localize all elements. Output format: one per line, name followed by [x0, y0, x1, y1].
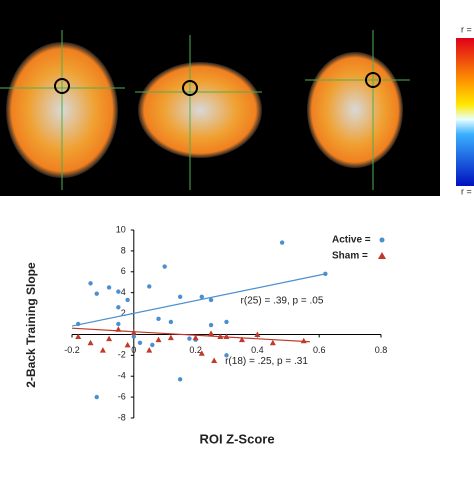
point	[254, 331, 261, 337]
point	[168, 319, 174, 325]
point	[269, 339, 276, 346]
x-tick-label: 0.6	[313, 345, 326, 355]
point	[199, 294, 204, 300]
legend-marker	[378, 252, 386, 259]
point	[208, 330, 215, 336]
point	[238, 336, 245, 343]
point	[116, 289, 121, 294]
point	[187, 336, 192, 341]
y-tick-label: 6	[121, 266, 126, 276]
x-tick-label: 0.8	[375, 345, 388, 355]
legend-marker	[379, 237, 385, 243]
x-tick-label: -0.2	[64, 345, 80, 355]
point	[124, 341, 131, 348]
point	[137, 340, 143, 345]
legend-label: Sham =	[332, 251, 368, 262]
y-tick-label: 10	[116, 224, 126, 234]
y-tick-label: -2	[118, 350, 126, 360]
point	[94, 291, 99, 296]
point	[130, 329, 137, 335]
point	[131, 334, 136, 339]
point	[211, 357, 218, 364]
brain-panel	[0, 0, 440, 196]
point	[156, 316, 161, 321]
x-axis-title: ROI Z-Score	[199, 431, 274, 446]
point	[192, 334, 199, 341]
plot: -0.2 0 0.2 0.4 0.6 0.8 -8 -6 -4 -2 2 4 6 8 10 r(25) = .…	[64, 224, 387, 422]
point	[162, 264, 167, 269]
point	[155, 336, 162, 343]
point	[116, 321, 121, 327]
legend-label: Active =	[332, 235, 371, 246]
x-tick-label: 0.2	[189, 345, 202, 355]
point	[94, 394, 99, 400]
point	[125, 297, 130, 303]
annotation: r(18) = .25, p = .31	[225, 356, 308, 367]
point	[150, 342, 155, 348]
y-tick-label: -6	[118, 391, 126, 401]
point	[147, 284, 152, 289]
point	[323, 271, 328, 277]
point	[177, 294, 183, 300]
point	[87, 339, 94, 346]
trend-line	[71, 327, 310, 343]
y-tick-label: 8	[121, 245, 126, 255]
point	[167, 334, 174, 341]
colorbar	[456, 38, 474, 186]
y-tick-label: 2	[121, 308, 126, 318]
point	[198, 350, 205, 356]
point	[223, 333, 230, 340]
point	[279, 240, 285, 245]
point	[224, 353, 229, 358]
point	[217, 333, 224, 340]
point	[106, 335, 113, 342]
point	[75, 321, 81, 327]
x-tick-label: 0	[131, 345, 136, 355]
point	[75, 333, 82, 340]
point	[146, 347, 153, 353]
point	[88, 281, 93, 286]
point	[208, 322, 214, 328]
point	[300, 337, 307, 344]
point	[224, 319, 229, 325]
point	[116, 305, 121, 310]
colorbar-top-label: r =	[461, 24, 472, 34]
x-tick-label: 0.4	[251, 345, 264, 355]
annotation: r(25) = .39, p = .05	[241, 296, 324, 307]
point	[177, 377, 183, 382]
point	[208, 297, 214, 303]
y-tick-label: 4	[121, 287, 126, 297]
colorbar-bottom-label: r =	[461, 186, 472, 196]
point	[106, 285, 112, 290]
y-tick-label: -8	[118, 412, 126, 422]
trend-line	[71, 273, 326, 327]
y-tick-label: -4	[118, 371, 126, 381]
y-axis-title: 2-Back Training Slope	[24, 262, 38, 388]
point	[99, 347, 106, 353]
point	[115, 326, 122, 332]
